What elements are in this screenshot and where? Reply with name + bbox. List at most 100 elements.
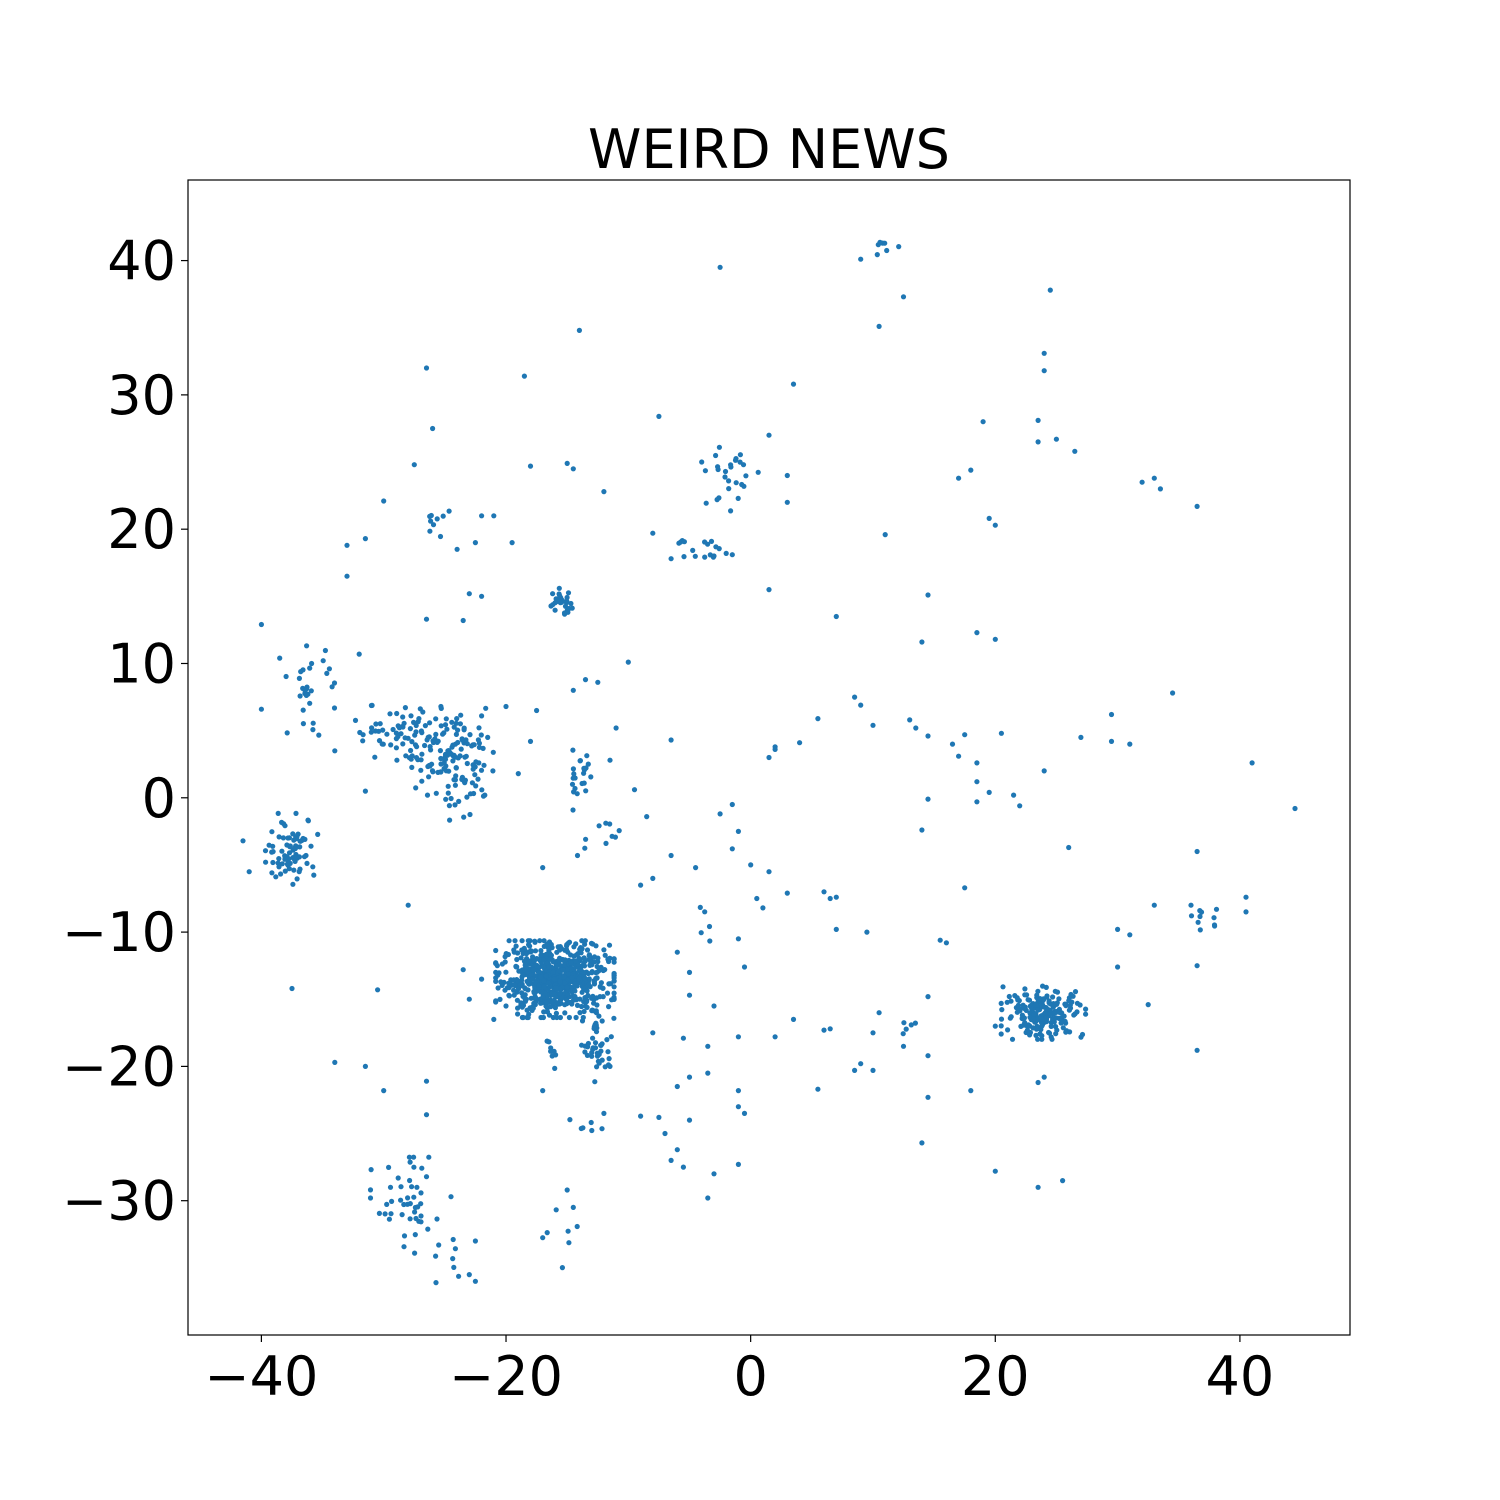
- scatter-point: [300, 707, 306, 713]
- scatter-point: [478, 732, 484, 738]
- scatter-point: [1034, 992, 1040, 998]
- scatter-point: [735, 495, 741, 501]
- scatter-point: [454, 546, 460, 552]
- scatter-point: [396, 725, 402, 731]
- scatter-point: [698, 930, 704, 936]
- scatter-point: [1062, 1001, 1068, 1007]
- scatter-point: [998, 1023, 1004, 1029]
- scatter-point: [713, 544, 719, 550]
- scatter-point: [919, 827, 925, 833]
- scatter-point: [524, 978, 530, 985]
- scatter-point: [379, 741, 385, 747]
- scatter-point: [430, 522, 437, 528]
- scatter-point: [603, 820, 609, 826]
- scatter-point: [896, 244, 902, 250]
- scatter-point: [373, 721, 379, 727]
- scatter-point: [518, 955, 524, 961]
- scatter-point: [540, 1235, 546, 1241]
- scatter-point: [574, 852, 581, 859]
- scatter-point: [393, 745, 399, 751]
- scatter-point: [443, 716, 449, 722]
- scatter-point: [564, 984, 570, 991]
- scatter-point: [493, 998, 499, 1004]
- scatter-point: [297, 844, 303, 850]
- scatter-point: [582, 677, 589, 683]
- scatter-point: [543, 951, 549, 957]
- scatter-point: [576, 327, 583, 333]
- scatter-point: [1022, 986, 1028, 992]
- scatter-point: [415, 719, 421, 725]
- scatter-point: [585, 1040, 592, 1047]
- scatter-point: [570, 466, 576, 472]
- scatter-point: [400, 741, 406, 747]
- scatter-point: [450, 758, 456, 764]
- scatter-point: [962, 885, 968, 891]
- scatter-point: [562, 980, 568, 986]
- scatter-point: [858, 702, 864, 708]
- scatter-point: [559, 1265, 566, 1271]
- scatter-point: [446, 508, 452, 514]
- scatter-point: [541, 978, 547, 984]
- y-tick-label: 20: [107, 498, 176, 561]
- scatter-point: [412, 1209, 418, 1215]
- scatter-point: [595, 955, 601, 961]
- scatter-point: [423, 365, 430, 371]
- scatter-point: [411, 719, 417, 726]
- scatter-point: [565, 991, 571, 997]
- scatter-point: [269, 829, 275, 835]
- scatter-point: [552, 607, 558, 613]
- scatter-point: [586, 976, 592, 982]
- scatter-point: [446, 768, 452, 774]
- scatter-point: [609, 997, 615, 1003]
- scatter-point: [485, 734, 491, 741]
- scatter-point: [638, 882, 644, 888]
- scatter-point: [686, 1074, 693, 1080]
- scatter-point: [650, 530, 656, 536]
- scatter-point: [1025, 997, 1031, 1003]
- scatter-point: [726, 478, 732, 484]
- scatter-point: [1194, 963, 1200, 969]
- scatter-point: [1194, 1047, 1200, 1053]
- scatter-point: [594, 963, 600, 970]
- scatter-point: [551, 976, 557, 982]
- scatter-point: [460, 967, 466, 973]
- scatter-point: [1054, 1000, 1060, 1006]
- scatter-point: [569, 781, 576, 787]
- scatter-point: [534, 707, 540, 714]
- scatter-point: [581, 1008, 587, 1015]
- scatter-point: [576, 975, 582, 982]
- scatter-point: [490, 768, 496, 774]
- scatter-point: [469, 743, 475, 749]
- scatter-point: [368, 729, 374, 735]
- scatter-point: [473, 783, 479, 789]
- scatter-point: [550, 969, 556, 975]
- scatter-point: [584, 947, 591, 953]
- scatter-point: [525, 1014, 531, 1021]
- scatter-point: [447, 817, 453, 823]
- scatter-point: [540, 1014, 547, 1021]
- scatter-point: [1079, 1031, 1086, 1038]
- scatter-point: [574, 952, 580, 958]
- scatter-point: [302, 688, 308, 694]
- scatter-point: [435, 769, 441, 776]
- scatter-point: [514, 997, 521, 1003]
- scatter-point: [1072, 989, 1079, 995]
- scatter-point: [717, 264, 723, 270]
- scatter-point: [903, 1026, 909, 1032]
- scatter-point: [300, 721, 306, 727]
- scatter-point: [713, 452, 719, 459]
- scatter-point: [821, 1027, 827, 1033]
- scatter-point: [448, 1194, 454, 1200]
- scatter-point: [458, 712, 464, 718]
- scatter-point: [293, 810, 299, 817]
- scatter-point: [593, 970, 599, 976]
- scatter-point: [584, 999, 590, 1005]
- scatter-point: [686, 969, 693, 976]
- scatter-point: [607, 757, 613, 763]
- scatter-point: [566, 605, 572, 612]
- scatter-point: [381, 1088, 387, 1094]
- scatter-point: [980, 419, 986, 425]
- scatter-point: [316, 732, 322, 738]
- scatter-point: [735, 1161, 742, 1167]
